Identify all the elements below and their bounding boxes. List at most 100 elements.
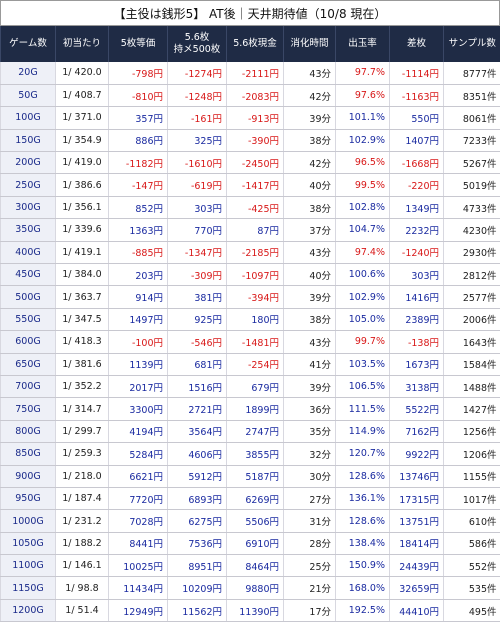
table-cell: 2930件	[444, 241, 500, 263]
table-cell: 2389円	[390, 308, 444, 330]
table-cell: -1610円	[168, 152, 227, 174]
table-cell: 30分	[284, 465, 336, 487]
table-cell: 5187円	[227, 465, 284, 487]
table-cell: 1200G	[1, 599, 56, 621]
table-cell: 381円	[168, 286, 227, 308]
table-cell: 1/ 386.6	[56, 174, 109, 196]
table-cell: 7720円	[109, 487, 168, 509]
table-cell: 105.0%	[336, 308, 390, 330]
table-cell: 1/ 363.7	[56, 286, 109, 308]
table-cell: 42分	[284, 152, 336, 174]
table-cell: 350G	[1, 219, 56, 241]
table-cell: 5522円	[390, 398, 444, 420]
table-cell: 357円	[109, 107, 168, 129]
table-cell: 1/ 356.1	[56, 196, 109, 218]
table-cell: 1/ 381.6	[56, 353, 109, 375]
table-cell: 1150G	[1, 577, 56, 599]
table-cell: 9880円	[227, 577, 284, 599]
table-cell: 203円	[109, 264, 168, 286]
table-cell: 1256件	[444, 420, 500, 442]
table-cell: 27分	[284, 487, 336, 509]
table-cell: -1240円	[390, 241, 444, 263]
table-cell: 17315円	[390, 487, 444, 509]
table-cell: -1417円	[227, 174, 284, 196]
table-cell: 11390円	[227, 599, 284, 621]
table-cell: 1/ 419.1	[56, 241, 109, 263]
table-cell: 325円	[168, 129, 227, 151]
table-cell: 300G	[1, 196, 56, 218]
table-cell: 4733件	[444, 196, 500, 218]
table-cell: 20G	[1, 62, 56, 84]
table-cell: 36分	[284, 398, 336, 420]
table-cell: 1050G	[1, 532, 56, 554]
table-cell: 40分	[284, 174, 336, 196]
table-cell: -1668円	[390, 152, 444, 174]
table-cell: 35分	[284, 420, 336, 442]
table-cell: 1100G	[1, 555, 56, 577]
table-cell: 1/ 352.2	[56, 375, 109, 397]
table-cell: 106.5%	[336, 375, 390, 397]
table-cell: 2017円	[109, 375, 168, 397]
table-cell: -810円	[109, 84, 168, 106]
table-cell: 38分	[284, 308, 336, 330]
table-cell: -2111円	[227, 62, 284, 84]
table-cell: 101.1%	[336, 107, 390, 129]
table-cell: -885円	[109, 241, 168, 263]
table-cell: 1206件	[444, 443, 500, 465]
table-cell: 32659円	[390, 577, 444, 599]
table-cell: 97.4%	[336, 241, 390, 263]
table-cell: 192.5%	[336, 599, 390, 621]
table-cell: 31分	[284, 510, 336, 532]
table-cell: 1427件	[444, 398, 500, 420]
title: 【主役は銭形5】 AT後｜天井期待値（10/8 現在）	[0, 0, 500, 26]
table-cell: 12949円	[109, 599, 168, 621]
table-cell: 550円	[390, 107, 444, 129]
table-cell: 550G	[1, 308, 56, 330]
table-cell: 1/ 314.7	[56, 398, 109, 420]
table-cell: 10209円	[168, 577, 227, 599]
table-cell: 1584件	[444, 353, 500, 375]
table-cell: 102.9%	[336, 129, 390, 151]
table-cell: 650G	[1, 353, 56, 375]
table-cell: 1/ 339.6	[56, 219, 109, 241]
table-cell: 610件	[444, 510, 500, 532]
table-cell: 128.6%	[336, 465, 390, 487]
table-cell: 6621円	[109, 465, 168, 487]
table-cell: 43分	[284, 62, 336, 84]
table-cell: 1/ 347.5	[56, 308, 109, 330]
table-cell: 6269円	[227, 487, 284, 509]
table-cell: 103.5%	[336, 353, 390, 375]
table-cell: 5284円	[109, 443, 168, 465]
table-cell: 1497円	[109, 308, 168, 330]
table-cell: 2232円	[390, 219, 444, 241]
column-header: 5.6枚現金	[227, 26, 284, 62]
table-cell: 44410円	[390, 599, 444, 621]
table-cell: 168.0%	[336, 577, 390, 599]
table-cell: 5506円	[227, 510, 284, 532]
table-cell: 50G	[1, 84, 56, 106]
table-cell: 38分	[284, 196, 336, 218]
table-cell: 679円	[227, 375, 284, 397]
table-cell: 7162円	[390, 420, 444, 442]
table-cell: -546円	[168, 331, 227, 353]
table-cell: 1673円	[390, 353, 444, 375]
table-cell: 18414円	[390, 532, 444, 554]
table-cell: 11562円	[168, 599, 227, 621]
table-cell: 1/ 419.0	[56, 152, 109, 174]
table-cell: 1/ 187.4	[56, 487, 109, 509]
table-cell: -2450円	[227, 152, 284, 174]
table-cell: -913円	[227, 107, 284, 129]
table-cell: -2083円	[227, 84, 284, 106]
table-cell: 1/ 299.7	[56, 420, 109, 442]
